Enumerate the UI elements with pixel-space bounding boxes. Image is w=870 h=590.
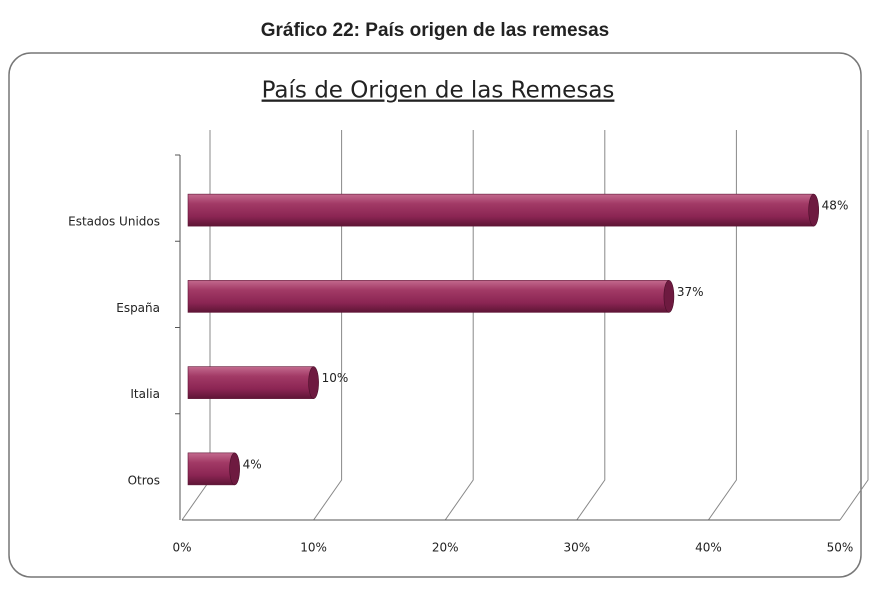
data-label: 48% (822, 199, 849, 213)
x-tick-label: 50% (827, 541, 854, 555)
bar (187, 280, 670, 313)
grid-line (444, 130, 474, 521)
x-tick-label: 20% (432, 541, 459, 555)
bar-cap (229, 452, 240, 486)
bar (187, 193, 814, 227)
y-tick-label: Otros (128, 473, 160, 487)
bar-cap (308, 366, 319, 399)
bar (187, 366, 314, 399)
grid-line (839, 130, 869, 521)
y-tick-label: España (116, 301, 160, 315)
data-label: 4% (243, 457, 262, 471)
data-label: 37% (677, 285, 704, 299)
bar-cap (808, 193, 819, 227)
bar (187, 452, 235, 486)
chart-frame (8, 52, 862, 578)
x-tick-label: 10% (300, 541, 327, 555)
data-label: 10% (322, 371, 349, 385)
grid-line (576, 130, 606, 521)
y-tick-label: Italia (130, 387, 160, 401)
grid-line (313, 130, 343, 521)
grid-line (707, 130, 737, 521)
x-tick-label: 30% (563, 541, 590, 555)
x-tick-label: 0% (172, 541, 191, 555)
bar-cap (663, 280, 675, 313)
x-tick-label: 40% (695, 541, 722, 555)
heading: Gráfico 22: País origen de las remesas (261, 20, 610, 41)
y-tick-label: Estados Unidos (68, 215, 160, 229)
chart-title: País de Origen de las Remesas (262, 78, 615, 104)
